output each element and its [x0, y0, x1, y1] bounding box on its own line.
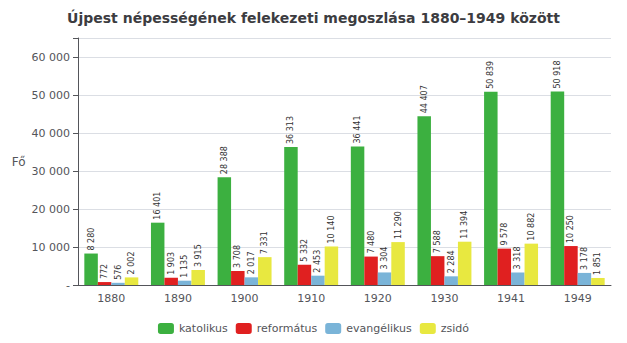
svg-text:1 903: 1 903 — [167, 252, 176, 275]
svg-text:1890: 1890 — [164, 292, 192, 305]
svg-text:10 882: 10 882 — [527, 213, 536, 241]
svg-text:3 304: 3 304 — [380, 247, 389, 270]
svg-text:1880: 1880 — [97, 292, 125, 305]
svg-text:Fő: Fő — [12, 155, 26, 169]
svg-text:9 578: 9 578 — [500, 223, 509, 246]
svg-text:36 441: 36 441 — [353, 116, 362, 144]
svg-text:11 290: 11 290 — [394, 211, 403, 239]
svg-text:1900: 1900 — [231, 292, 259, 305]
svg-text:1910: 1910 — [297, 292, 325, 305]
svg-text:7 331: 7 331 — [260, 231, 269, 254]
svg-text:3 708: 3 708 — [233, 245, 242, 268]
svg-text:7 588: 7 588 — [433, 230, 442, 253]
svg-text:katolikus: katolikus — [179, 322, 228, 335]
svg-text:1 135: 1 135 — [180, 255, 189, 278]
svg-text:zsidó: zsidó — [441, 322, 470, 335]
svg-text:576: 576 — [114, 265, 123, 280]
svg-text:2 017: 2 017 — [247, 251, 256, 274]
svg-text:10 250: 10 250 — [566, 215, 575, 243]
svg-text:2 284: 2 284 — [447, 250, 456, 273]
svg-text:16 401: 16 401 — [153, 192, 162, 220]
svg-text:772: 772 — [100, 264, 109, 279]
svg-text:2 002: 2 002 — [127, 251, 136, 274]
svg-text:30 000: 30 000 — [32, 165, 71, 178]
svg-text:református: református — [257, 322, 318, 335]
svg-text:28 388: 28 388 — [220, 146, 229, 174]
svg-text:5 332: 5 332 — [300, 239, 309, 262]
svg-text:evangélikus: evangélikus — [346, 322, 412, 335]
svg-text:1941: 1941 — [497, 292, 525, 305]
svg-text:3 178: 3 178 — [580, 247, 589, 270]
svg-text:1920: 1920 — [364, 292, 392, 305]
svg-text:1 851: 1 851 — [593, 252, 602, 275]
svg-text:10 000: 10 000 — [32, 241, 71, 254]
svg-text:36 313: 36 313 — [286, 116, 295, 144]
svg-text:50 000: 50 000 — [32, 89, 71, 102]
svg-text:50 839: 50 839 — [486, 61, 495, 89]
svg-text:60 000: 60 000 — [32, 51, 71, 64]
svg-text:1930: 1930 — [430, 292, 458, 305]
svg-text:11 394: 11 394 — [460, 211, 469, 239]
svg-text:2 453: 2 453 — [313, 250, 322, 273]
svg-text:1949: 1949 — [564, 292, 592, 305]
svg-text:50 918: 50 918 — [553, 61, 562, 89]
svg-text:20 000: 20 000 — [32, 203, 71, 216]
svg-text:8 280: 8 280 — [87, 228, 96, 251]
svg-text:44 407: 44 407 — [420, 85, 429, 113]
svg-text:-: - — [66, 279, 70, 292]
svg-text:3 915: 3 915 — [194, 244, 203, 267]
svg-text:7 480: 7 480 — [367, 231, 376, 254]
svg-text:3 318: 3 318 — [513, 246, 522, 269]
svg-text:10 140: 10 140 — [327, 215, 336, 243]
svg-text:40 000: 40 000 — [32, 127, 71, 140]
svg-text:Újpest népességének felekezeti: Újpest népességének felekezeti megoszlás… — [67, 9, 560, 26]
